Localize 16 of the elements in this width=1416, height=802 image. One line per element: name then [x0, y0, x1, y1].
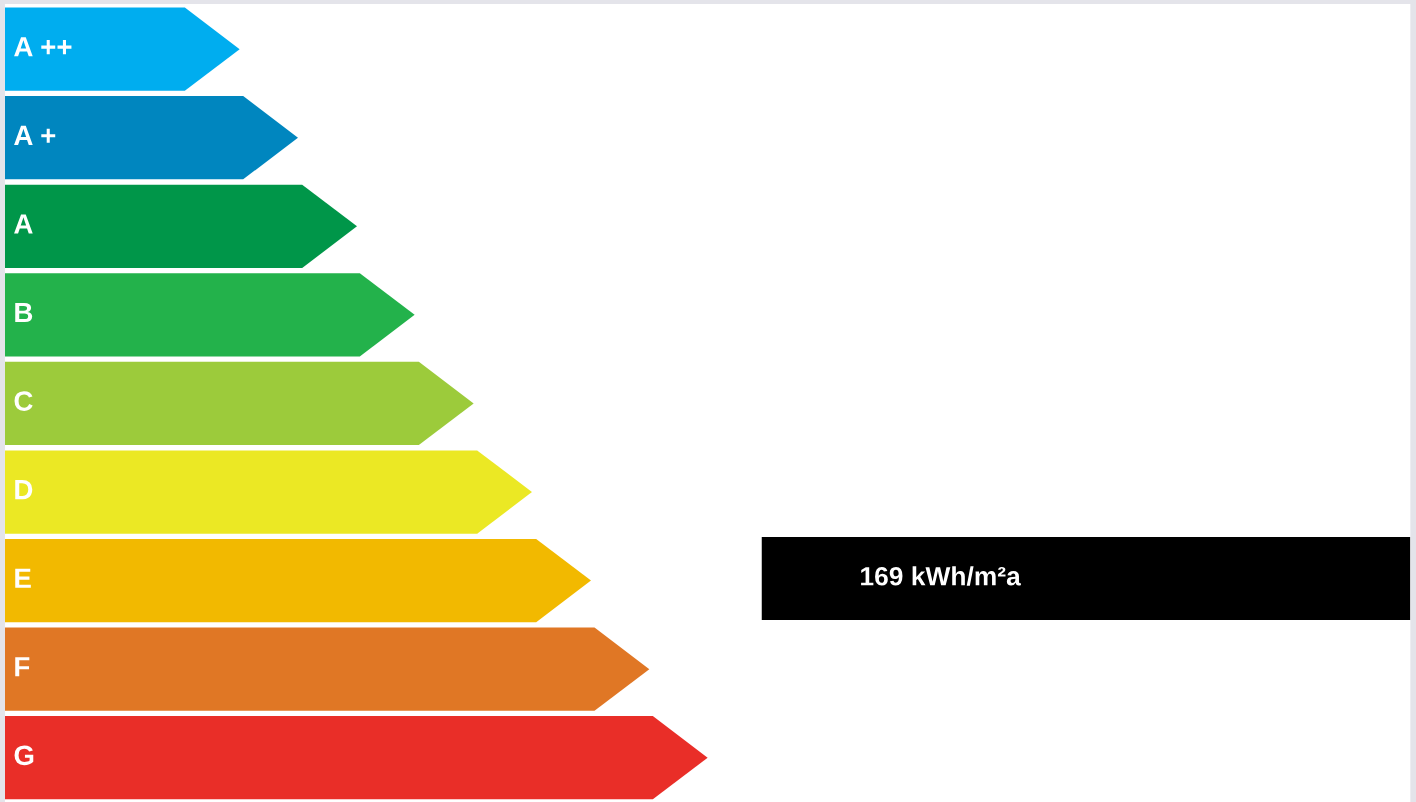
y-tick-label: C [14, 391, 33, 411]
bar [4, 273, 415, 357]
y-tick-label: D [15, 480, 33, 500]
y-tick-label: A [14, 214, 33, 234]
bar [4, 361, 474, 446]
y-tick-label: E [15, 568, 31, 588]
bar [4, 450, 532, 534]
bar [4, 538, 591, 623]
y-tick-label: A + [14, 125, 56, 145]
y-tick-label: B [15, 302, 33, 323]
y-tick-label: G [14, 745, 34, 766]
y-tick-label: F [15, 657, 30, 677]
bar [4, 716, 708, 800]
text: 169 kWh/m²a [861, 566, 1021, 586]
bar [4, 627, 650, 711]
y-tick-label: A ++ [14, 37, 72, 57]
